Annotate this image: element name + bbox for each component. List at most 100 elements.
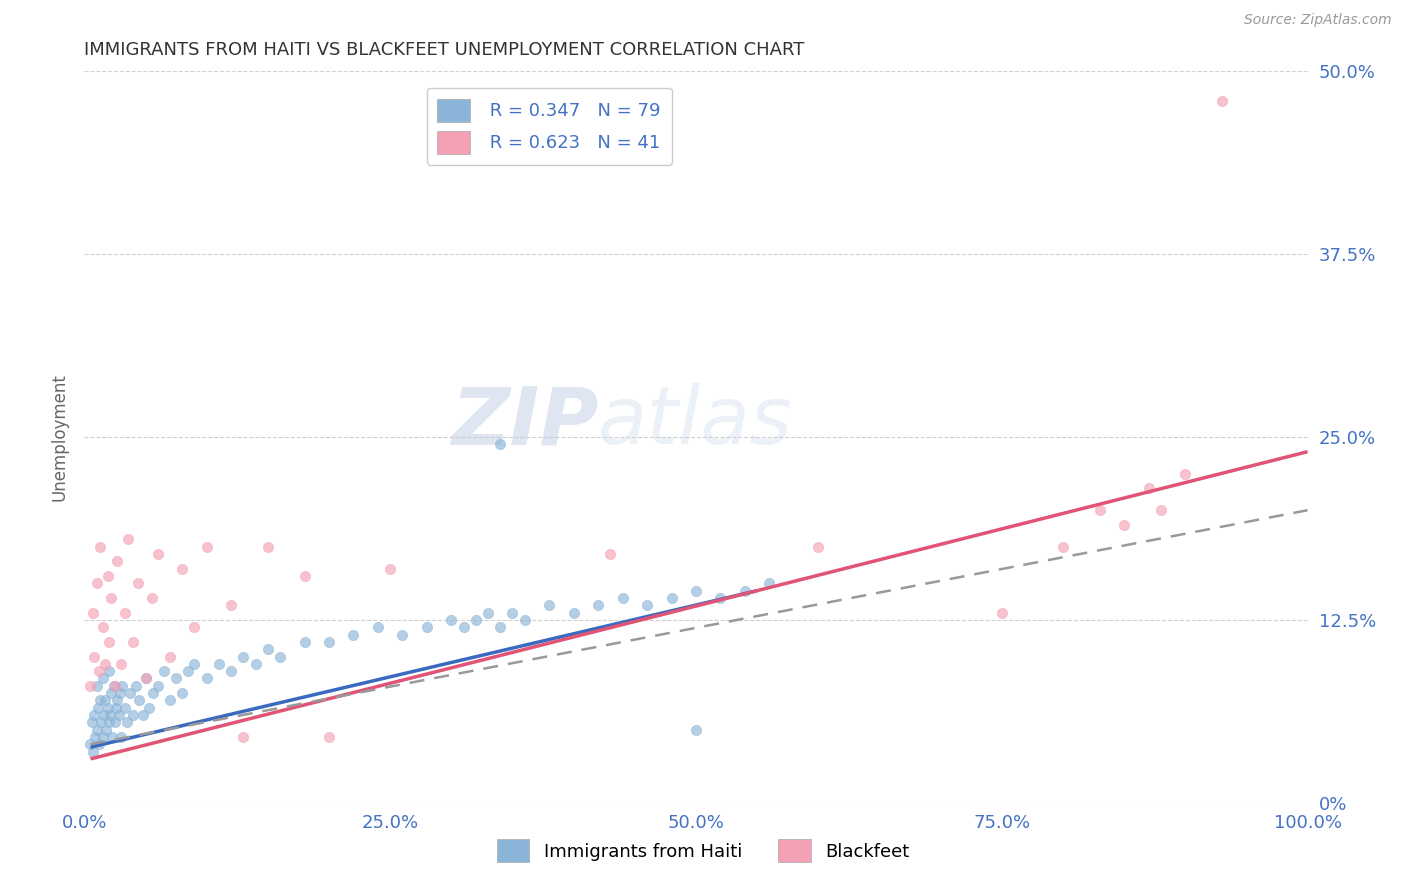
Point bbox=[195, 672, 218, 686]
Point bbox=[734, 583, 756, 598]
Point bbox=[1114, 517, 1136, 532]
Point bbox=[159, 649, 181, 664]
Point bbox=[89, 693, 111, 707]
Point bbox=[1088, 503, 1111, 517]
Text: IMMIGRANTS FROM HAITI VS BLACKFEET UNEMPLOYMENT CORRELATION CHART: IMMIGRANTS FROM HAITI VS BLACKFEET UNEMP… bbox=[84, 41, 804, 59]
Point bbox=[97, 700, 120, 714]
Point bbox=[318, 635, 340, 649]
Point bbox=[1150, 503, 1173, 517]
Point bbox=[105, 700, 128, 714]
Point bbox=[636, 599, 658, 613]
Point bbox=[86, 723, 108, 737]
Point bbox=[391, 627, 413, 641]
Point bbox=[165, 672, 187, 686]
Point bbox=[318, 730, 340, 744]
Point bbox=[208, 657, 231, 671]
Point bbox=[141, 591, 163, 605]
Point bbox=[97, 715, 120, 730]
Point bbox=[98, 708, 121, 723]
Point bbox=[128, 693, 150, 707]
Point bbox=[146, 679, 169, 693]
Point bbox=[709, 591, 731, 605]
Point bbox=[1211, 94, 1233, 108]
Point bbox=[257, 540, 280, 554]
Point bbox=[685, 723, 707, 737]
Point bbox=[84, 730, 107, 744]
Point bbox=[612, 591, 634, 605]
Point bbox=[127, 576, 149, 591]
Point bbox=[219, 664, 242, 678]
Point bbox=[489, 620, 512, 634]
Legend:  R = 0.347   N = 79,  R = 0.623   N = 41: R = 0.347 N = 79, R = 0.623 N = 41 bbox=[426, 87, 672, 165]
Point bbox=[87, 664, 110, 678]
Point bbox=[110, 657, 132, 671]
Point bbox=[807, 540, 830, 554]
Point bbox=[172, 686, 194, 700]
Point bbox=[96, 723, 118, 737]
Point bbox=[135, 672, 157, 686]
Point bbox=[172, 562, 194, 576]
Point bbox=[367, 620, 389, 634]
Point bbox=[177, 664, 200, 678]
Point bbox=[97, 569, 120, 583]
Point bbox=[538, 599, 561, 613]
Point bbox=[94, 657, 117, 671]
Point bbox=[599, 547, 621, 561]
Point bbox=[97, 664, 120, 678]
Point bbox=[110, 730, 132, 744]
Point bbox=[108, 686, 131, 700]
Point bbox=[661, 591, 683, 605]
Point bbox=[122, 708, 145, 723]
Point bbox=[232, 730, 254, 744]
Point bbox=[1137, 481, 1160, 495]
Point bbox=[489, 437, 512, 451]
Point bbox=[100, 686, 122, 700]
Point bbox=[416, 620, 439, 634]
Point bbox=[82, 745, 104, 759]
Point bbox=[86, 679, 108, 693]
Point bbox=[79, 679, 101, 693]
Point bbox=[440, 613, 463, 627]
Point bbox=[80, 715, 103, 730]
Y-axis label: Unemployment: Unemployment bbox=[51, 373, 69, 501]
Point bbox=[97, 635, 120, 649]
Point bbox=[245, 657, 267, 671]
Point bbox=[91, 730, 114, 744]
Point bbox=[83, 708, 105, 723]
Text: Source: ZipAtlas.com: Source: ZipAtlas.com bbox=[1244, 13, 1392, 28]
Point bbox=[114, 606, 136, 620]
Point bbox=[87, 737, 110, 751]
Point bbox=[685, 583, 707, 598]
Point bbox=[90, 715, 112, 730]
Point bbox=[562, 606, 585, 620]
Point bbox=[195, 540, 218, 554]
Point bbox=[502, 606, 524, 620]
Point bbox=[183, 620, 205, 634]
Point bbox=[103, 679, 125, 693]
Point bbox=[86, 576, 108, 591]
Point bbox=[87, 700, 110, 714]
Point bbox=[104, 679, 127, 693]
Point bbox=[111, 679, 134, 693]
Point bbox=[342, 627, 364, 641]
Point bbox=[1052, 540, 1074, 554]
Point bbox=[91, 672, 114, 686]
Point bbox=[104, 715, 127, 730]
Point bbox=[586, 599, 609, 613]
Point bbox=[82, 606, 104, 620]
Point bbox=[159, 693, 181, 707]
Point bbox=[138, 700, 160, 714]
Point bbox=[101, 730, 124, 744]
Point bbox=[183, 657, 205, 671]
Point bbox=[453, 620, 475, 634]
Point bbox=[1174, 467, 1197, 481]
Point bbox=[83, 649, 105, 664]
Text: ZIP: ZIP bbox=[451, 384, 598, 461]
Point bbox=[477, 606, 499, 620]
Point bbox=[89, 540, 111, 554]
Point bbox=[513, 613, 536, 627]
Point bbox=[105, 693, 128, 707]
Point bbox=[122, 635, 145, 649]
Point bbox=[758, 576, 780, 591]
Point bbox=[146, 547, 169, 561]
